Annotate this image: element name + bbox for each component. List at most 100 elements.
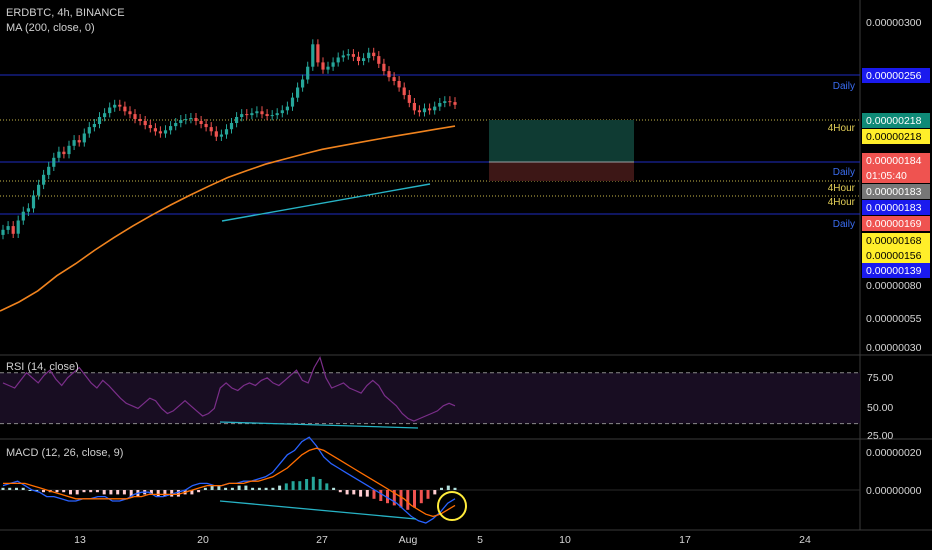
candle-body[interactable] (397, 81, 401, 88)
candle-body[interactable] (377, 56, 381, 64)
position-target-zone[interactable] (489, 120, 634, 162)
candle-body[interactable] (1, 229, 5, 235)
candle-body[interactable] (194, 118, 198, 121)
candle-body[interactable] (138, 119, 142, 121)
candle-body[interactable] (285, 106, 289, 111)
candle-body[interactable] (204, 124, 208, 128)
candle-body[interactable] (433, 106, 437, 111)
candle-body[interactable] (153, 128, 157, 132)
ma-legend[interactable]: MA (200, close, 0) (6, 22, 95, 34)
symbol-legend[interactable]: ERDBTC, 4h, BINANCE (6, 7, 125, 19)
candle-body[interactable] (184, 119, 188, 120)
candle-body[interactable] (229, 123, 234, 130)
candle-body[interactable] (169, 126, 173, 131)
candle-body[interactable] (290, 97, 295, 107)
candle-body[interactable] (87, 127, 91, 134)
candle-body[interactable] (448, 101, 452, 103)
candle-body[interactable] (224, 129, 229, 135)
candle-body[interactable] (438, 103, 442, 107)
candle-body[interactable] (245, 114, 249, 116)
rsi-legend[interactable]: RSI (14, close) (6, 361, 79, 373)
candle-body[interactable] (265, 114, 269, 116)
candle-body[interactable] (351, 54, 355, 57)
price-tag[interactable] (862, 200, 930, 215)
candle-body[interactable] (199, 121, 203, 124)
candle-body[interactable] (255, 111, 259, 114)
price-tag[interactable] (862, 184, 930, 199)
candle-body[interactable] (382, 63, 386, 72)
candle-body[interactable] (47, 166, 51, 175)
candle-body[interactable] (362, 58, 366, 61)
candle-body[interactable] (240, 114, 244, 117)
candle-body[interactable] (42, 174, 46, 185)
price-tag[interactable] (862, 216, 930, 231)
candle-body[interactable] (372, 52, 376, 57)
candle-body[interactable] (82, 133, 86, 143)
candle-body[interactable] (346, 54, 350, 56)
candle-body[interactable] (67, 145, 71, 155)
candle-body[interactable] (321, 62, 325, 70)
candle-body[interactable] (235, 117, 239, 123)
candle-body[interactable] (260, 111, 264, 115)
candle-body[interactable] (306, 66, 310, 80)
trendline-macd[interactable] (219, 500, 417, 520)
candle-body[interactable] (143, 121, 147, 126)
candle-body[interactable] (407, 95, 411, 103)
candle-body[interactable] (214, 131, 218, 137)
candle-body[interactable] (443, 101, 447, 103)
candle-body[interactable] (219, 134, 223, 137)
position-stop-zone[interactable] (489, 162, 634, 181)
candle-body[interactable] (57, 151, 61, 158)
candle-body[interactable] (387, 71, 391, 78)
candle-body[interactable] (316, 44, 320, 63)
candle-body[interactable] (163, 130, 168, 134)
candle-body[interactable] (296, 87, 300, 98)
candle-body[interactable] (453, 102, 457, 105)
candle-body[interactable] (417, 110, 421, 113)
candle-body[interactable] (37, 184, 41, 196)
price-tag[interactable] (862, 233, 930, 248)
price-tag[interactable] (862, 168, 930, 183)
candle-body[interactable] (31, 195, 36, 209)
candle-body[interactable] (275, 113, 279, 116)
candle-body[interactable] (402, 87, 406, 96)
candle-body[interactable] (11, 226, 15, 234)
candle-body[interactable] (209, 127, 213, 132)
candle-body[interactable] (331, 62, 335, 67)
candle-body[interactable] (311, 44, 315, 67)
price-tag[interactable] (862, 113, 930, 128)
candle-body[interactable] (123, 106, 127, 112)
candle-body[interactable] (158, 131, 162, 134)
candle-body[interactable] (26, 208, 30, 212)
candle-body[interactable] (367, 52, 371, 59)
candle-body[interactable] (128, 111, 132, 115)
candle-body[interactable] (336, 57, 340, 63)
price-tag[interactable] (862, 129, 930, 144)
candle-body[interactable] (326, 66, 330, 70)
candle-body[interactable] (301, 79, 305, 88)
candle-body[interactable] (108, 107, 112, 114)
candle-body[interactable] (72, 140, 76, 146)
candle-body[interactable] (422, 108, 427, 113)
trendline-price[interactable] (221, 183, 431, 222)
candle-body[interactable] (113, 104, 117, 108)
candle-body[interactable] (52, 157, 56, 167)
price-tag[interactable] (862, 263, 930, 278)
candle-body[interactable] (174, 123, 178, 127)
candle-body[interactable] (428, 108, 432, 111)
candle-body[interactable] (356, 56, 361, 61)
candle-body[interactable] (392, 77, 396, 81)
candle-body[interactable] (280, 110, 284, 114)
candle-body[interactable] (179, 120, 183, 123)
candle-body[interactable] (189, 118, 193, 119)
candle-body[interactable] (118, 104, 122, 107)
candle-body[interactable] (6, 226, 10, 230)
trendline-rsi[interactable] (219, 421, 419, 429)
candle-body[interactable] (21, 211, 25, 221)
candle-body[interactable] (270, 115, 274, 117)
candle-body[interactable] (62, 151, 66, 155)
candle-body[interactable] (103, 113, 107, 118)
candle-body[interactable] (97, 117, 102, 124)
candle-body[interactable] (341, 55, 345, 58)
